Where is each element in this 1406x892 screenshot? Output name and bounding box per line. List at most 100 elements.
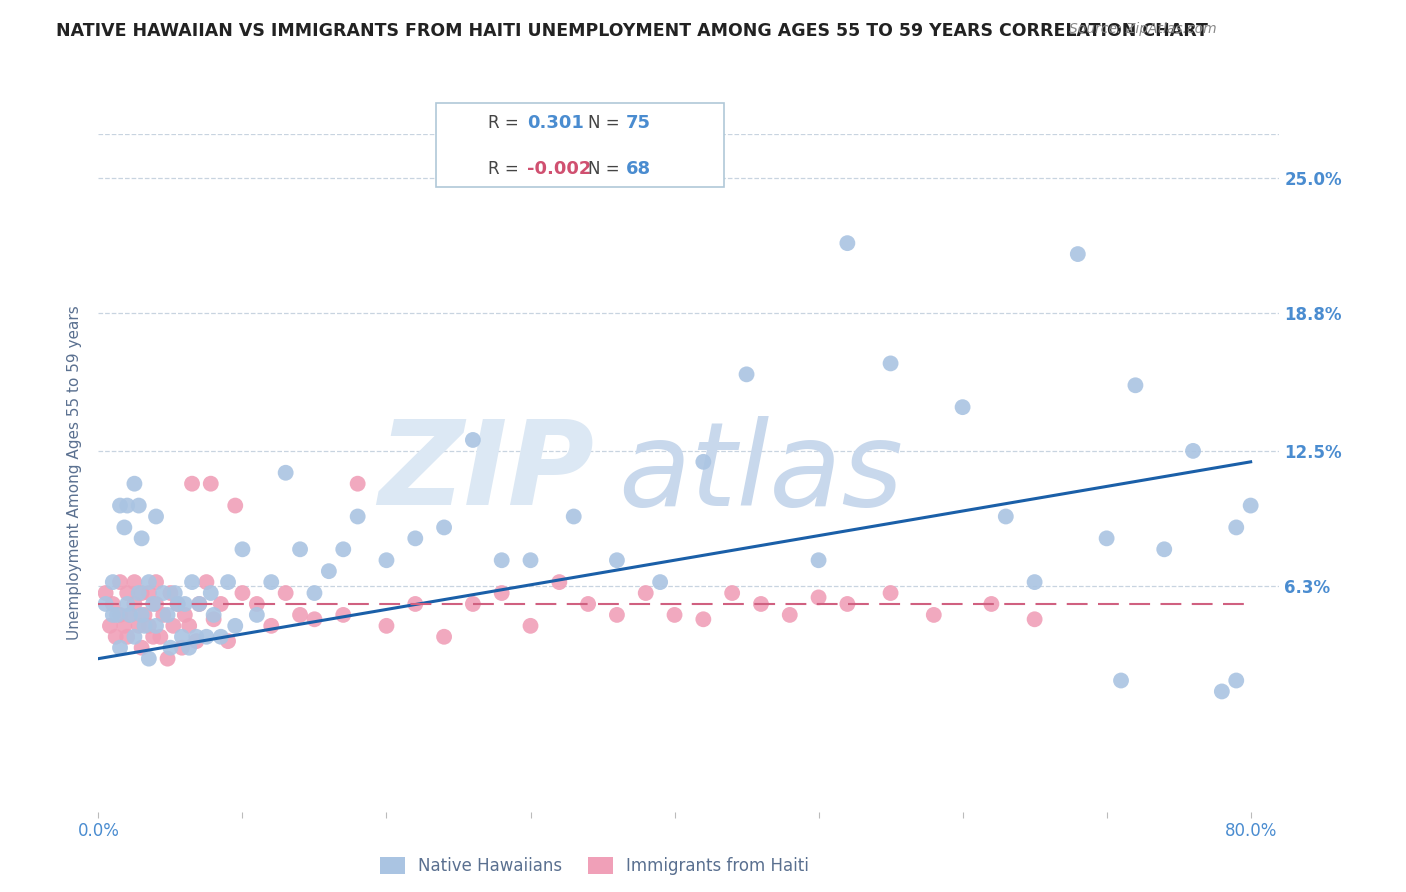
Point (1024, 575, 1046, 590)
Point (879, 356, 901, 370)
Text: R =: R = (488, 161, 519, 178)
Point (692, 455, 714, 469)
Point (131, 532, 153, 546)
Text: Source: ZipAtlas.com: Source: ZipAtlas.com (1069, 22, 1216, 37)
Point (980, 597, 1002, 611)
Point (156, 651, 179, 665)
Text: 75: 75 (626, 114, 651, 132)
Point (124, 476, 146, 491)
Point (173, 597, 195, 611)
Point (134, 619, 156, 633)
Point (200, 586, 222, 600)
Point (576, 597, 599, 611)
Point (138, 651, 160, 665)
Point (159, 586, 181, 600)
Point (166, 597, 188, 611)
Point (128, 499, 150, 513)
Point (108, 499, 131, 513)
Point (166, 597, 188, 611)
Point (131, 640, 153, 655)
Point (807, 591, 830, 605)
Point (332, 542, 354, 557)
Point (217, 575, 239, 590)
Point (145, 509, 167, 524)
Point (994, 509, 1017, 524)
Point (138, 575, 160, 590)
Point (128, 586, 150, 600)
Point (115, 586, 138, 600)
Point (879, 586, 901, 600)
Point (128, 619, 150, 633)
Point (332, 607, 354, 622)
Point (1240, 499, 1263, 513)
Point (288, 607, 311, 622)
Point (1024, 612, 1046, 626)
Point (145, 597, 167, 611)
Point (115, 499, 138, 513)
Point (1095, 532, 1118, 546)
Point (195, 630, 218, 644)
Point (142, 597, 165, 611)
Point (606, 607, 628, 622)
Legend: Native Hawaiians, Immigrants from Haiti: Native Hawaiians, Immigrants from Haiti (374, 850, 815, 881)
Point (837, 236, 859, 251)
Point (163, 586, 186, 600)
Point (274, 586, 297, 600)
Point (195, 575, 218, 590)
Point (145, 619, 167, 633)
Point (115, 630, 138, 644)
Point (124, 597, 146, 611)
Point (749, 597, 772, 611)
Point (101, 607, 124, 622)
Point (209, 597, 232, 611)
Point (181, 575, 204, 590)
Point (375, 553, 398, 567)
Point (634, 586, 657, 600)
Point (202, 612, 225, 626)
Point (404, 532, 426, 546)
Text: ZIP: ZIP (378, 416, 595, 530)
Point (149, 630, 172, 644)
Point (159, 640, 181, 655)
Point (1153, 542, 1175, 557)
Point (108, 640, 131, 655)
Point (1211, 684, 1233, 698)
Point (217, 634, 239, 648)
Point (170, 640, 193, 655)
Text: N =: N = (588, 161, 619, 178)
Point (101, 575, 124, 590)
Point (288, 542, 311, 557)
Point (735, 368, 758, 382)
Point (274, 466, 297, 480)
Point (186, 634, 208, 648)
Point (94, 597, 117, 611)
Y-axis label: Unemployment Among Ages 55 to 59 years: Unemployment Among Ages 55 to 59 years (67, 305, 83, 640)
Point (346, 509, 368, 524)
Point (246, 597, 269, 611)
Text: 68: 68 (626, 161, 651, 178)
Point (156, 607, 179, 622)
Point (260, 619, 283, 633)
Point (491, 553, 513, 567)
Text: NATIVE HAWAIIAN VS IMMIGRANTS FROM HAITI UNEMPLOYMENT AMONG AGES 55 TO 59 YEARS : NATIVE HAWAIIAN VS IMMIGRANTS FROM HAITI… (56, 22, 1208, 40)
Point (433, 630, 456, 644)
Point (181, 476, 204, 491)
Point (186, 630, 208, 644)
Point (519, 553, 541, 567)
Point (837, 597, 859, 611)
Point (112, 520, 135, 534)
Point (404, 597, 426, 611)
Point (461, 597, 484, 611)
Point (108, 575, 131, 590)
Text: 0.301: 0.301 (527, 114, 583, 132)
Point (721, 586, 744, 600)
Point (134, 607, 156, 622)
Text: atlas: atlas (619, 416, 903, 530)
Point (142, 630, 165, 644)
Point (162, 619, 184, 633)
Point (1125, 378, 1147, 392)
Point (224, 499, 246, 513)
Point (131, 607, 153, 622)
Point (152, 586, 174, 600)
Point (112, 619, 135, 633)
